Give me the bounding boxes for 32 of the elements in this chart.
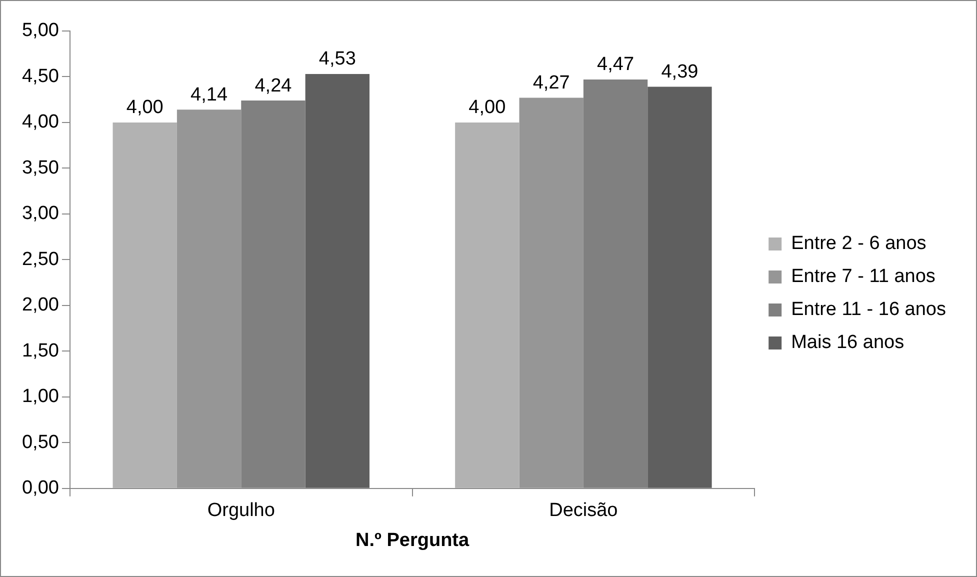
bar	[112, 122, 177, 488]
y-tick-label: 5,00	[22, 20, 59, 42]
data-label: 4,14	[190, 84, 228, 106]
y-tick-label: 2,00	[22, 294, 59, 316]
y-tick-label: 1,50	[22, 340, 59, 362]
legend-label: Entre 2 - 6 anos	[791, 233, 926, 254]
bar	[305, 74, 370, 488]
x-tick-label: Decisão	[549, 500, 618, 522]
x-axis-title: N.º Pergunta	[355, 530, 470, 551]
y-tick-label: 3,50	[22, 157, 59, 178]
data-label: 4,39	[661, 62, 698, 83]
data-label: 4,00	[126, 97, 164, 118]
y-tick-label: 3,00	[22, 203, 59, 224]
y-tick-label: 0,00	[22, 478, 59, 499]
data-label: 4,53	[318, 48, 356, 70]
legend-label: Mais 16 anos	[791, 332, 904, 354]
data-label: 4,00	[468, 97, 506, 118]
x-tick-label: Orgulho	[207, 500, 275, 522]
bar	[648, 86, 712, 488]
legend-label: Entre 7 - 11 anos	[791, 266, 936, 288]
data-label: 4,24	[254, 75, 292, 96]
bar	[455, 122, 520, 488]
data-label: 4,47	[597, 54, 634, 76]
legend-label: Entre 11 - 16 anos	[791, 299, 946, 320]
bar	[519, 98, 584, 488]
y-tick-label: 4,00	[22, 112, 59, 133]
y-tick-label: 0,50	[22, 432, 59, 453]
y-tick-label: 1,00	[22, 386, 59, 408]
bar	[176, 110, 242, 488]
data-label: 4,27	[532, 72, 570, 94]
y-tick-label: 4,50	[22, 66, 59, 87]
y-tick-label: 2,50	[22, 248, 59, 270]
